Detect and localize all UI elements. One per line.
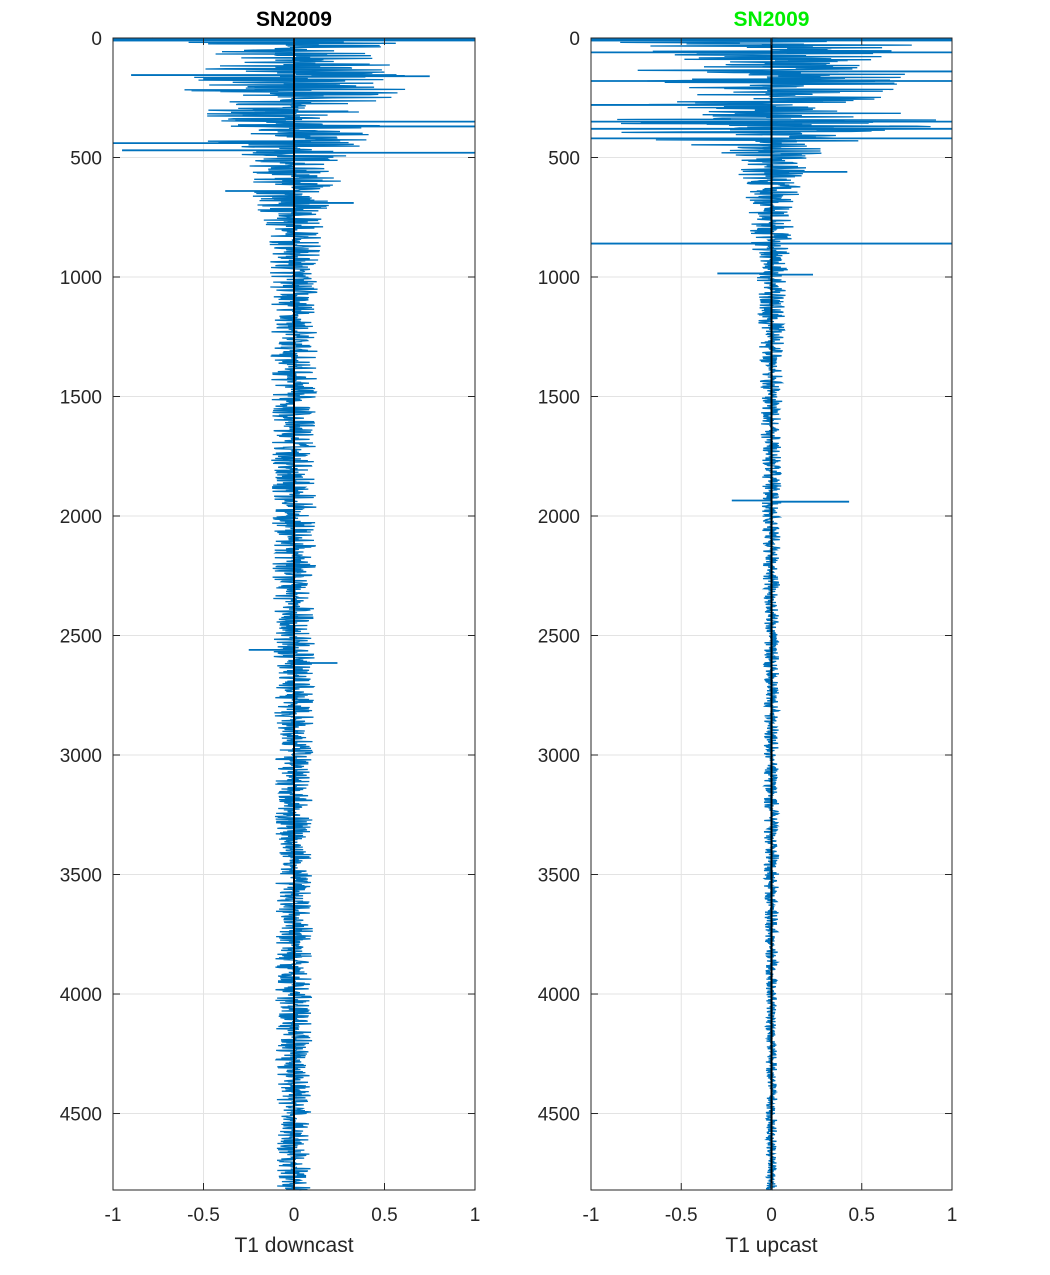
y-tick-label: 2000 — [60, 507, 102, 528]
x-tick-label: 0 — [289, 1205, 300, 1226]
series-line — [151, 37, 406, 1191]
y-tick-label: 4000 — [60, 985, 102, 1006]
y-tick-label: 1000 — [538, 268, 580, 289]
series-trace — [591, 37, 952, 1191]
y-tick-label: 0 — [91, 29, 102, 50]
y-tick-label: 4500 — [538, 1105, 580, 1126]
y-tick-label: 3000 — [60, 746, 102, 767]
y-tick-label: 3500 — [538, 866, 580, 887]
panel-title-upcast: SN2009 — [734, 8, 810, 31]
x-tick-label: 0.5 — [849, 1205, 875, 1226]
y-tick-label: 1500 — [60, 388, 102, 409]
y-tick-label: 4500 — [60, 1105, 102, 1126]
x-tick-label: -1 — [105, 1205, 122, 1226]
y-tick-label: 1500 — [538, 388, 580, 409]
x-axis-label-upcast: T1 upcast — [725, 1234, 817, 1257]
x-tick-label: -1 — [583, 1205, 600, 1226]
x-tick-label: -0.5 — [665, 1205, 698, 1226]
y-tick-label: 2500 — [60, 627, 102, 648]
y-tick-label: 0 — [569, 29, 580, 50]
panel-downcast: -1 -0.5 0 0.5 1 0 500 1000 1500 2000 2500 3000 3500 4… — [60, 8, 481, 1257]
x-axis-label-downcast: T1 downcast — [234, 1234, 353, 1257]
y-tick-label: 3500 — [60, 866, 102, 887]
panel-upcast: -1 -0.5 0 0.5 1 0 500 1000 1500 2000 2500 3000 3500 4… — [538, 8, 958, 1257]
ticks: -1 -0.5 0 0.5 1 0 500 1000 1500 2000 2500 3000 3500 4… — [538, 29, 958, 1226]
panel-title-downcast: SN2009 — [256, 8, 332, 31]
ticks: -1 -0.5 0 0.5 1 0 500 1000 1500 2000 2500 3000 3500 4… — [60, 29, 481, 1226]
y-tick-label: 1000 — [60, 268, 102, 289]
y-tick-label: 500 — [548, 149, 580, 170]
x-tick-label: 0 — [766, 1205, 777, 1226]
y-tick-label: 2500 — [538, 627, 580, 648]
x-tick-label: -0.5 — [187, 1205, 220, 1226]
y-tick-label: 500 — [70, 149, 102, 170]
x-tick-label: 1 — [470, 1205, 481, 1226]
x-tick-label: 0.5 — [371, 1205, 397, 1226]
x-tick-label: 1 — [947, 1205, 958, 1226]
y-tick-label: 4000 — [538, 985, 580, 1006]
y-tick-label: 2000 — [538, 507, 580, 528]
y-tick-label: 3000 — [538, 746, 580, 767]
